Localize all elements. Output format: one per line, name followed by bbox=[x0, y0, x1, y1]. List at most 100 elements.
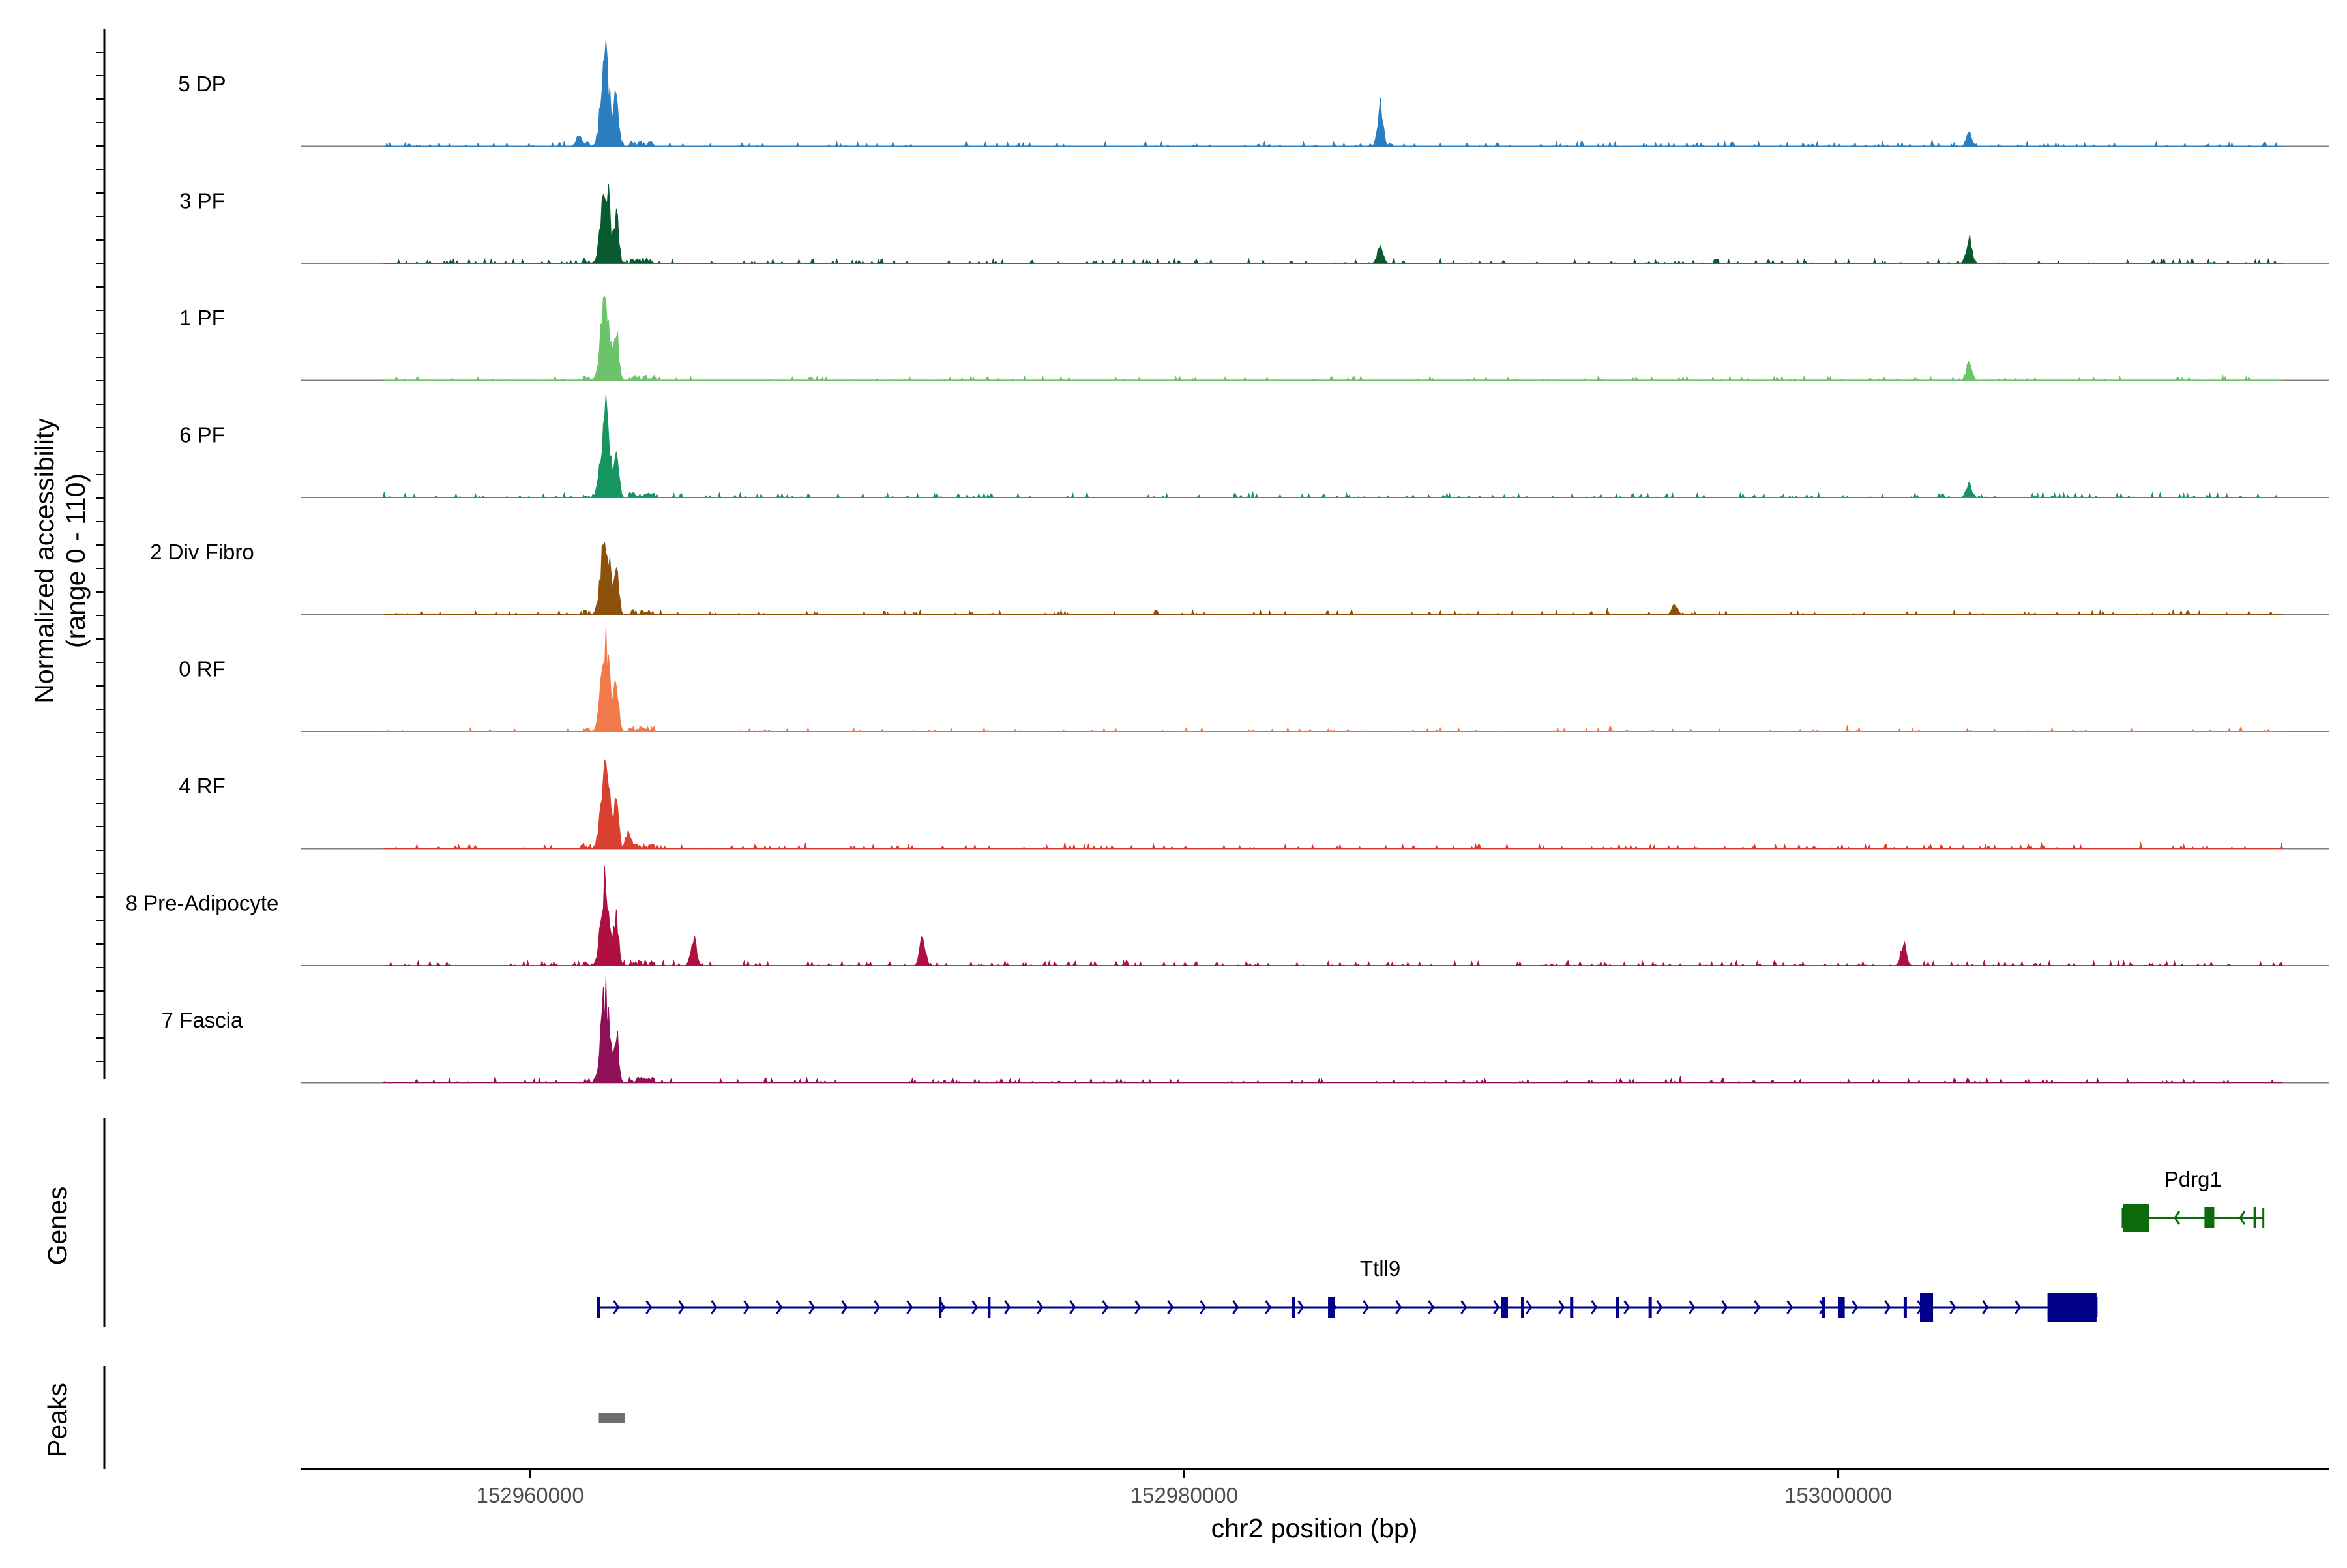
track-signal bbox=[383, 759, 2283, 850]
tracks-layer: 5 DP 3 PF 1 PF 6 PF 2 Div Fibro 0 RF 4 RF 8 Pre… bbox=[126, 40, 2329, 1084]
gene-exon bbox=[2204, 1207, 2215, 1228]
gene-strand-arrow bbox=[776, 1300, 783, 1314]
track-label: 7 Fascia bbox=[162, 1008, 243, 1032]
track-signal bbox=[381, 977, 2283, 1084]
gene-exon bbox=[1292, 1297, 1295, 1318]
track-6-pf: 6 PF bbox=[179, 394, 2329, 499]
gene-pdrg1: Pdrg1 bbox=[2121, 1167, 2265, 1232]
gene-exon bbox=[2253, 1207, 2256, 1228]
gene-strand-arrow bbox=[808, 1300, 816, 1314]
gene-strand-arrow bbox=[1656, 1300, 1663, 1314]
track-7-fascia: 7 Fascia bbox=[162, 977, 2329, 1084]
track-signal bbox=[383, 542, 2283, 616]
gene-exon bbox=[1616, 1297, 1619, 1318]
genes-axis-label: Genes bbox=[42, 1187, 72, 1265]
gene-label: Pdrg1 bbox=[2164, 1167, 2222, 1191]
gene-strand-arrow bbox=[743, 1300, 750, 1314]
gene-strand-arrow bbox=[613, 1300, 620, 1314]
gene-strand-arrow bbox=[1037, 1300, 1044, 1314]
gene-strand-arrow bbox=[874, 1300, 881, 1314]
y-axis-label-line2: (range 0 - 110) bbox=[61, 473, 91, 648]
y-axis-label-line1: Normalized accessibility bbox=[29, 418, 59, 703]
gene-strand-arrow bbox=[841, 1300, 848, 1314]
x-axis-layer: 152960000 152980000 153000000 bbox=[301, 1468, 2329, 1507]
track-8-pre-adipocyte: 8 Pre-Adipocyte bbox=[126, 866, 2329, 967]
track-signal bbox=[382, 394, 2283, 499]
gene-exon bbox=[1328, 1297, 1335, 1318]
gene-strand-arrow bbox=[1526, 1300, 1533, 1314]
gene-exon bbox=[1521, 1297, 1524, 1318]
gene-exon bbox=[1919, 1293, 1934, 1322]
x-axis-tick-label: 153000000 bbox=[1784, 1483, 1892, 1507]
track-label: 6 PF bbox=[179, 423, 225, 447]
gene-strand-arrow bbox=[1460, 1300, 1468, 1314]
gene-strand-arrow bbox=[1004, 1300, 1011, 1314]
gene-strand-arrow bbox=[1689, 1300, 1696, 1314]
gene-exon bbox=[1822, 1297, 1825, 1318]
gene-exon bbox=[988, 1297, 991, 1318]
gene-exon bbox=[939, 1297, 942, 1318]
x-axis-tick-label: 152980000 bbox=[1130, 1483, 1238, 1507]
track-4-rf: 4 RF bbox=[179, 759, 2329, 850]
gene-label: Ttll9 bbox=[1360, 1256, 1400, 1280]
gene-exon bbox=[2122, 1204, 2149, 1232]
gene-strand-arrow bbox=[1754, 1300, 1761, 1314]
gene-strand-arrow bbox=[1102, 1300, 1109, 1314]
track-label: 5 DP bbox=[178, 72, 226, 96]
gene-strand-arrow bbox=[678, 1300, 685, 1314]
track-label: 0 RF bbox=[179, 657, 226, 681]
gene-strand-arrow bbox=[645, 1300, 653, 1314]
gene-strand-arrow bbox=[1721, 1300, 1728, 1314]
x-axis-tick-label: 152960000 bbox=[477, 1483, 584, 1507]
track-2-div-fibro: 2 Div Fibro bbox=[150, 540, 2329, 616]
gene-strand-arrow bbox=[1134, 1300, 1142, 1314]
track-label: 8 Pre-Adipocyte bbox=[126, 891, 279, 915]
gene-strand-arrow bbox=[971, 1300, 979, 1314]
gene-strand-arrow bbox=[1200, 1300, 1207, 1314]
track-signal bbox=[383, 40, 2283, 147]
peak-region bbox=[598, 1413, 625, 1423]
gene-exon bbox=[1903, 1297, 1907, 1318]
axes-layer bbox=[96, 29, 106, 1469]
gene-strand-arrow bbox=[1232, 1300, 1239, 1314]
gene-strand-arrow bbox=[1069, 1300, 1076, 1314]
gene-strand-arrow bbox=[1786, 1300, 1793, 1314]
gene-strand-arrow bbox=[1297, 1300, 1305, 1314]
gene-strand-arrow bbox=[1852, 1300, 1859, 1314]
gene-strand-arrow bbox=[1884, 1300, 1891, 1314]
gene-strand-arrow bbox=[711, 1300, 718, 1314]
gene-exon bbox=[2047, 1293, 2097, 1322]
track-label: 1 PF bbox=[179, 306, 225, 330]
track-signal bbox=[383, 295, 2283, 382]
gene-strand-arrow bbox=[1265, 1300, 1272, 1314]
gene-strand-arrow bbox=[1167, 1300, 1174, 1314]
gene-strand-arrow bbox=[1949, 1300, 1956, 1314]
gene-exon bbox=[597, 1297, 600, 1318]
gene-strand-arrow bbox=[2239, 1211, 2246, 1225]
genes-layer: Ttll9 Pdrg1 bbox=[597, 1167, 2265, 1322]
gene-strand-arrow bbox=[1982, 1300, 1989, 1314]
track-3-pf: 3 PF bbox=[179, 183, 2329, 265]
gene-ttll9: Ttll9 bbox=[597, 1256, 2098, 1322]
track-label: 4 RF bbox=[179, 774, 226, 798]
gene-strand-arrow bbox=[1623, 1300, 1631, 1314]
track-signal bbox=[383, 183, 2283, 265]
track-signal bbox=[383, 866, 2283, 967]
gene-strand-arrow bbox=[1428, 1300, 1435, 1314]
gene-strand-arrow bbox=[1591, 1300, 1598, 1314]
gene-strand-arrow bbox=[1558, 1300, 1565, 1314]
track-label: 2 Div Fibro bbox=[150, 540, 254, 564]
gene-strand-arrow bbox=[906, 1300, 913, 1314]
track-0-rf: 0 RF bbox=[179, 626, 2329, 732]
gene-strand-arrow bbox=[2015, 1300, 2022, 1314]
gene-strand-arrow bbox=[1363, 1300, 1370, 1314]
gene-exon bbox=[1501, 1297, 1508, 1318]
gene-exon bbox=[1570, 1297, 1574, 1318]
peaks-layer bbox=[598, 1413, 625, 1423]
track-1-pf: 1 PF bbox=[179, 295, 2329, 382]
track-signal bbox=[383, 626, 2283, 732]
gene-exon bbox=[1838, 1297, 1845, 1318]
gene-exon bbox=[1648, 1297, 1652, 1318]
